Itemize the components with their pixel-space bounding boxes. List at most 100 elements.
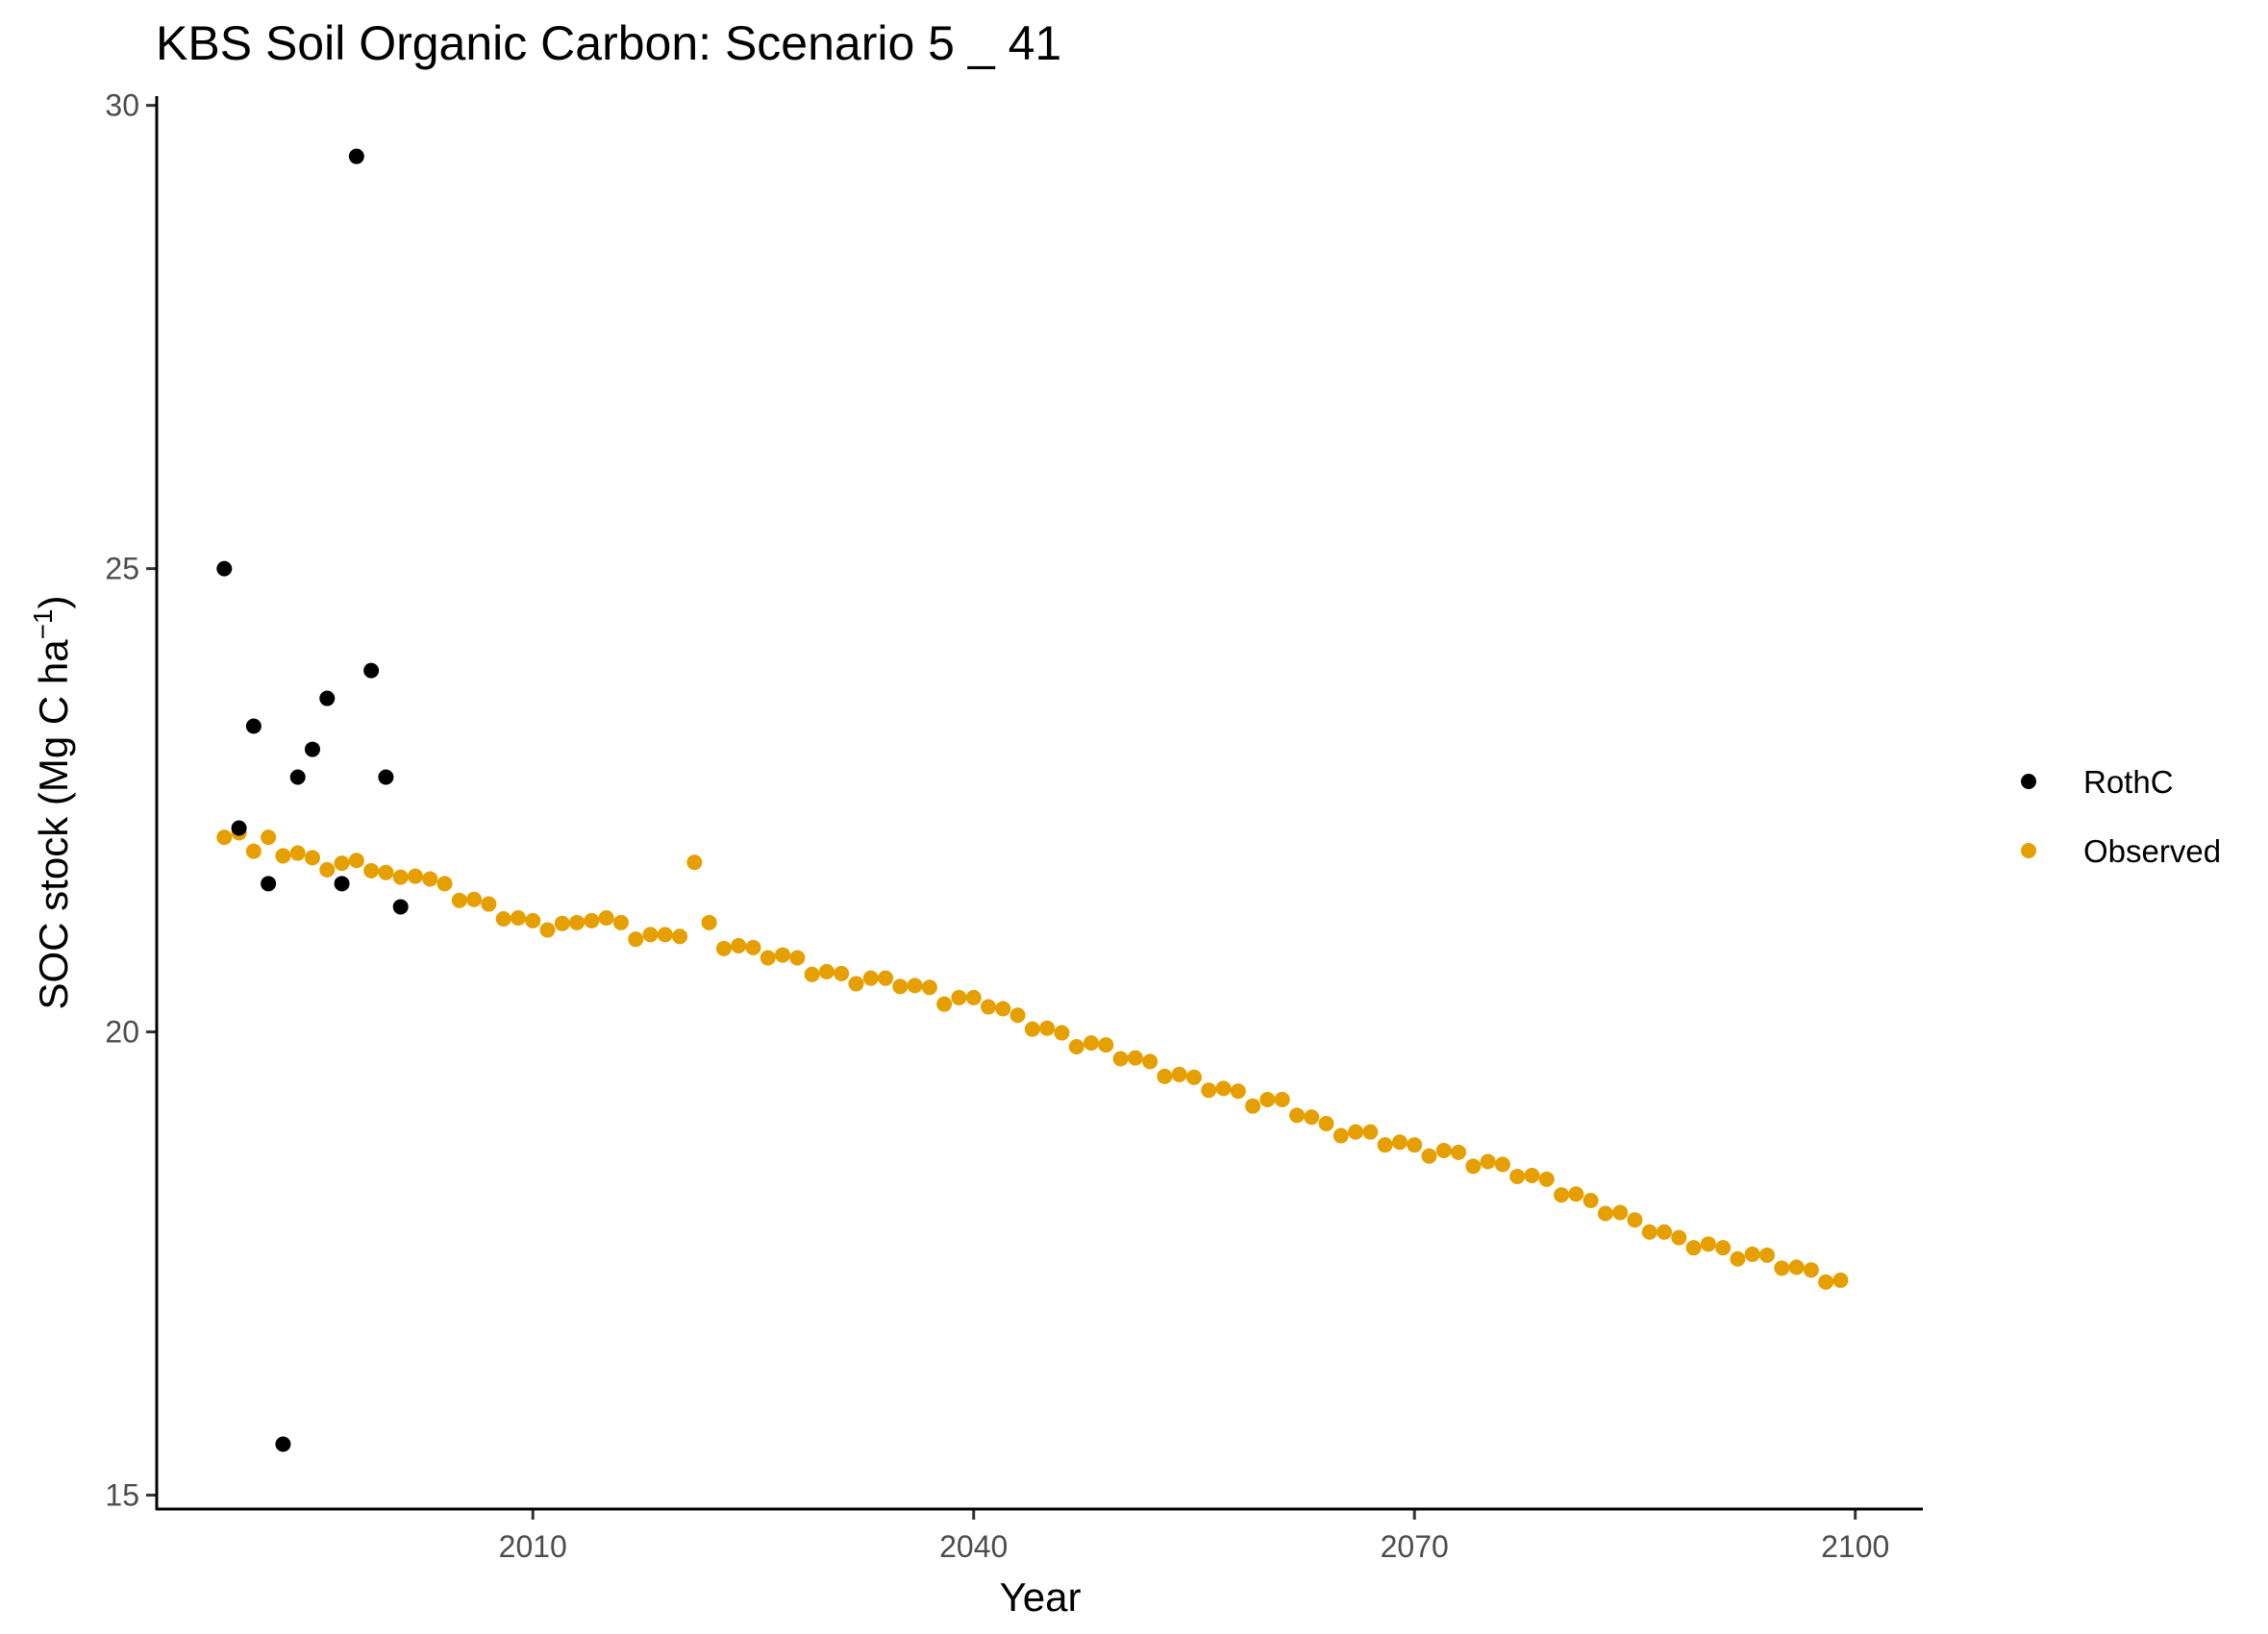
point-observed [245,843,262,859]
x-tick-label: 2040 [939,1529,1008,1564]
point-rothc [231,820,247,836]
point-observed [598,910,614,927]
point-observed [672,928,688,945]
point-observed [216,829,233,846]
point-observed [1435,1142,1452,1158]
point-observed [1759,1247,1776,1263]
point-observed [965,989,982,1005]
point-observed [584,912,600,928]
point-observed [378,864,394,880]
point-observed [422,871,438,887]
point-observed [1083,1035,1099,1052]
point-observed [848,976,864,992]
point-rothc [392,899,409,915]
point-observed [363,862,380,879]
point-rothc [289,769,306,785]
point-rothc [261,876,277,892]
point-observed [261,829,277,846]
point-observed [1201,1082,1217,1099]
point-observed [1715,1240,1732,1256]
point-rothc [304,741,320,757]
point-observed [907,978,923,994]
point-observed [1627,1212,1643,1228]
point-rothc [378,769,394,785]
point-observed [1788,1259,1805,1275]
point-observed [1274,1091,1290,1107]
point-observed [348,853,364,869]
point-observed [1494,1156,1510,1173]
point-observed [451,892,467,908]
y-axis-title-close: ) [31,595,76,608]
point-observed [1215,1080,1232,1097]
point-observed [1657,1224,1673,1240]
point-observed [1377,1137,1393,1153]
point-observed [1524,1167,1540,1183]
point-observed [525,912,541,928]
point-observed [1009,1007,1026,1024]
point-observed [1362,1124,1379,1140]
point-observed [1597,1205,1613,1222]
point-observed [760,950,776,966]
point-observed [1774,1260,1790,1276]
point-observed [1641,1224,1657,1240]
point-rothc [216,560,233,577]
point-observed [1818,1274,1834,1290]
point-observed [1671,1229,1687,1246]
point-observed [1509,1168,1526,1184]
point-observed [436,876,453,892]
point-observed [407,868,423,884]
point-observed [1068,1038,1084,1054]
point-observed [1333,1127,1349,1144]
x-axis-title: Year [1000,1574,1082,1620]
x-tick-label: 2070 [1381,1529,1449,1564]
point-observed [1700,1236,1716,1252]
point-observed [995,1001,1011,1017]
data-points [216,148,1849,1452]
point-observed [804,966,820,982]
point-observed [1039,1020,1056,1036]
point-observed [539,922,556,938]
point-observed [731,937,747,953]
point-observed [554,915,570,931]
point-observed [892,978,909,995]
point-observed [1259,1091,1276,1107]
point-observed [981,999,997,1015]
point-observed [569,914,586,930]
point-observed [1421,1148,1437,1164]
y-axis-title: SOC stock (Mg C ha−1) [28,595,76,1009]
point-rothc [363,662,380,679]
point-observed [1054,1025,1070,1041]
point-observed [1185,1069,1202,1085]
point-observed [628,931,644,948]
point-observed [1832,1272,1849,1288]
point-observed [701,914,717,930]
legend-key-rothc [2021,774,2036,789]
point-observed [1803,1262,1819,1278]
legend-label-rothc: RothC [2083,764,2174,800]
point-rothc [319,690,336,706]
legend-key-observed [2021,843,2036,858]
point-observed [495,910,511,927]
point-observed [921,979,937,996]
point-observed [745,939,761,955]
chart-title: KBS Soil Organic Carbon: Scenario 5 _ 41 [156,16,1061,70]
point-observed [1568,1186,1584,1202]
point-observed [1407,1137,1423,1153]
point-observed [686,854,703,871]
point-observed [789,950,806,966]
x-axis-ticks: 2010 2040 2070 2100 [499,1509,1889,1564]
point-observed [1318,1116,1334,1132]
point-observed [1024,1021,1040,1037]
point-observed [1612,1204,1629,1221]
point-observed [1451,1144,1467,1160]
point-observed [1744,1246,1760,1262]
point-observed [834,965,850,981]
legend: RothC Observed [2021,764,2221,869]
point-observed [1288,1107,1305,1124]
y-axis-ticks: 15 20 25 30 [105,88,157,1513]
y-tick-label: 20 [105,1015,139,1050]
point-observed [1391,1134,1408,1151]
point-observed [642,927,659,943]
point-observed [715,940,732,956]
